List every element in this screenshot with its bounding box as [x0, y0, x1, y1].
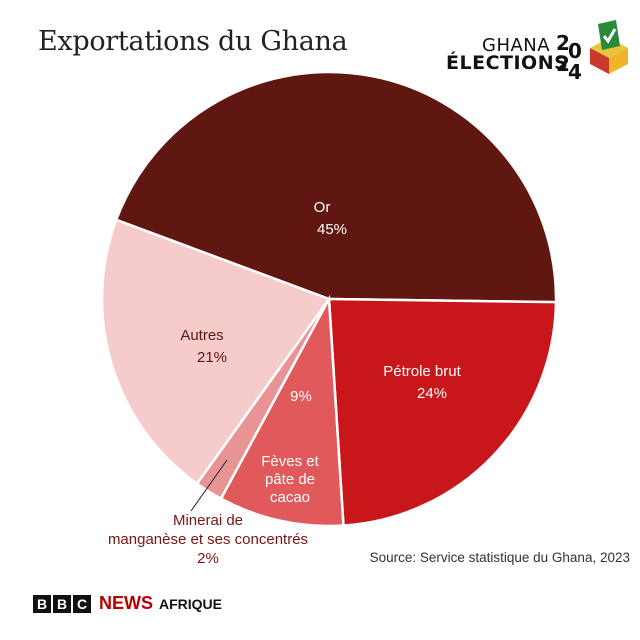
- bbc-block-letter: B: [33, 594, 51, 613]
- manganese-label-line: Minerai de: [172, 512, 244, 529]
- slice-percent-label: 24%: [417, 385, 447, 402]
- slice-name-label: cacao: [270, 489, 310, 506]
- news-wordmark: NEWS: [99, 593, 153, 613]
- logo-year-digit: 4: [568, 60, 582, 84]
- slice-percent-label: 45%: [317, 221, 347, 238]
- leader-line: [190, 459, 228, 512]
- ghana-elections-logo: GHANA ÉLECTIONS 2 2 0 4: [438, 18, 634, 84]
- pie-slice-p-trole-brut: [327, 297, 558, 527]
- chart-title: Exportations du Ghana: [38, 26, 348, 57]
- logo-year-digit: 0: [568, 39, 582, 63]
- pie-slice-f-ves-et-p-te-de-cacao: [219, 294, 345, 528]
- logo-year-digit: 2: [556, 31, 570, 55]
- logo-year-digit: 2: [556, 52, 570, 76]
- slice-percent-label: 9%: [290, 388, 312, 405]
- bbc-block-letter: B: [53, 594, 71, 613]
- slice-name-label: pâte de: [265, 471, 315, 488]
- logo-ghana-text: GHANA: [482, 35, 551, 56]
- manganese-percent: 2%: [197, 550, 219, 567]
- pie-slice-autres: [100, 218, 331, 486]
- slice-name-label: Pétrole brut: [383, 363, 461, 380]
- bbc-news-afrique-logo: B B C NEWS AFRIQUE: [33, 593, 222, 619]
- bbc-block-letter: C: [73, 594, 91, 613]
- slice-name-label: Or: [314, 199, 331, 216]
- pie-slice-or: [114, 70, 558, 304]
- ballot-box-icon: [590, 20, 628, 74]
- source-note: Source: Service statistique du Ghana, 20…: [369, 550, 630, 565]
- slice-percent-label: 21%: [197, 349, 227, 366]
- afrique-wordmark: AFRIQUE: [159, 595, 222, 612]
- slice-name-label: Fèves et: [261, 453, 319, 470]
- manganese-label: Minerai de manganèse et ses concentrés 2…: [88, 511, 328, 568]
- logo-elections-text: ÉLECTIONS: [446, 52, 569, 74]
- slice-name-label: Autres: [180, 327, 223, 344]
- manganese-label-line: manganèse et ses concentrés: [107, 531, 309, 548]
